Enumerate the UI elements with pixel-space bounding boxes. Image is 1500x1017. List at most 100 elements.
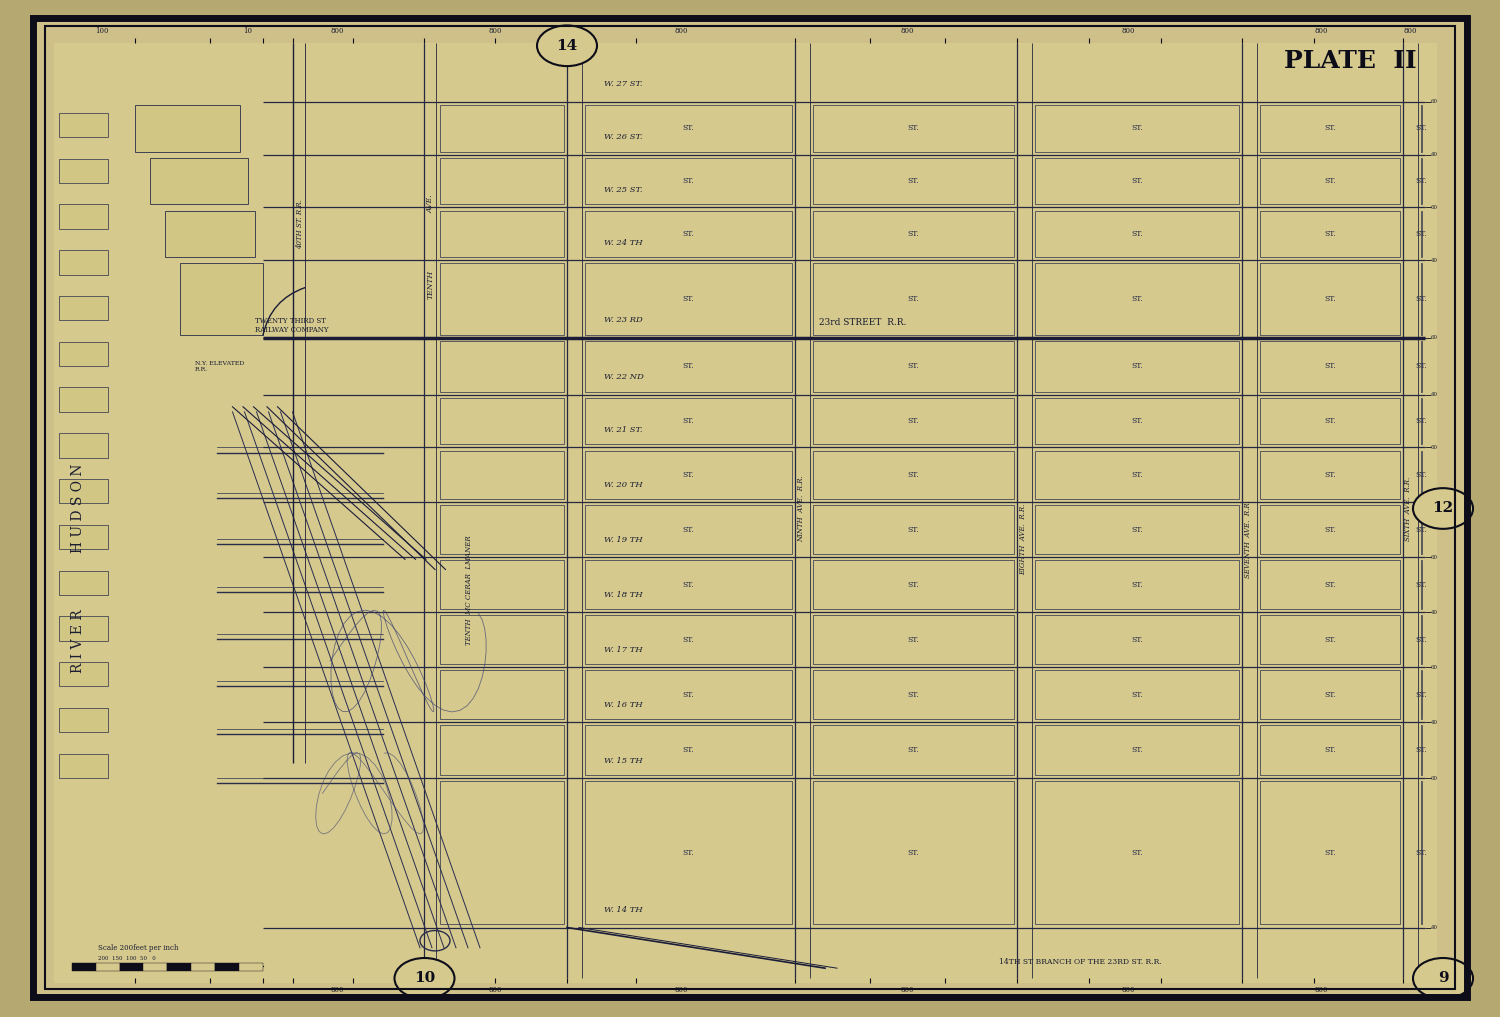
Text: ST.: ST.	[682, 177, 694, 185]
Bar	[1035, 560, 1239, 609]
Bar	[585, 263, 792, 335]
Bar	[58, 662, 108, 686]
Text: ST.: ST.	[1416, 362, 1426, 370]
Text: ST.: ST.	[908, 746, 920, 754]
Bar	[1035, 158, 1239, 204]
Bar	[144, 963, 168, 971]
Bar	[58, 387, 108, 412]
Bar	[440, 398, 564, 444]
Text: 23rd STREET  R.R.: 23rd STREET R.R.	[819, 318, 906, 327]
Bar	[1260, 781, 1400, 924]
Text: ST.: ST.	[908, 691, 920, 699]
Text: AVE.: AVE.	[426, 194, 435, 213]
Bar	[585, 451, 792, 499]
Text: W. 23 RD: W. 23 RD	[604, 316, 644, 324]
Text: ST.: ST.	[682, 471, 694, 479]
Text: W. 27 ST.: W. 27 ST.	[604, 80, 644, 88]
Text: 40: 40	[1431, 925, 1438, 930]
Text: ST.: ST.	[1324, 526, 1335, 534]
Text: ST.: ST.	[1324, 746, 1335, 754]
Text: 40: 40	[1431, 610, 1438, 614]
Bar	[1035, 670, 1239, 719]
Bar	[1420, 398, 1422, 444]
Bar	[440, 670, 564, 719]
Text: ST.: ST.	[682, 295, 694, 303]
Bar	[585, 781, 792, 924]
Bar	[58, 204, 108, 229]
Text: ST.: ST.	[908, 362, 920, 370]
Text: ST.: ST.	[1416, 526, 1426, 534]
Text: ST.: ST.	[1131, 417, 1143, 425]
Text: ST.: ST.	[908, 526, 920, 534]
Text: 40: 40	[1431, 153, 1438, 157]
Text: 800: 800	[330, 986, 344, 995]
Bar	[1420, 615, 1422, 664]
Text: R I V E R: R I V E R	[70, 609, 86, 672]
Text: 800: 800	[900, 986, 914, 995]
Text: ST.: ST.	[1131, 362, 1143, 370]
Bar	[440, 725, 564, 775]
Text: ST.: ST.	[682, 417, 694, 425]
Bar	[813, 451, 1014, 499]
Text: W. 15 TH: W. 15 TH	[604, 757, 644, 765]
Text: TENTH  MC CERAR  LMANER: TENTH MC CERAR LMANER	[465, 535, 474, 645]
Text: 60: 60	[1431, 100, 1438, 104]
Text: 800: 800	[1404, 26, 1416, 35]
Text: 10: 10	[243, 26, 252, 35]
Bar	[1420, 560, 1422, 609]
Circle shape	[394, 958, 454, 999]
Text: ST.: ST.	[1131, 471, 1143, 479]
Text: ST.: ST.	[682, 124, 694, 132]
Text: ST.: ST.	[908, 849, 920, 856]
Text: H U D S O N: H U D S O N	[70, 464, 86, 553]
Text: 800: 800	[1314, 26, 1329, 35]
Bar	[96, 963, 120, 971]
Bar	[1420, 725, 1422, 775]
Bar	[440, 211, 564, 257]
Bar	[1420, 263, 1422, 335]
Text: ST.: ST.	[1416, 581, 1426, 589]
Circle shape	[1413, 488, 1473, 529]
Text: ST.: ST.	[1324, 124, 1335, 132]
Text: ST.: ST.	[1416, 230, 1426, 238]
Bar	[120, 963, 144, 971]
Bar	[1260, 105, 1400, 152]
Text: ST.: ST.	[908, 471, 920, 479]
Text: W. 22 ND: W. 22 ND	[604, 373, 645, 381]
Text: 60: 60	[1431, 336, 1438, 340]
Text: ST.: ST.	[682, 636, 694, 644]
Text: Scale 200feet per inch: Scale 200feet per inch	[98, 944, 178, 952]
Text: 14: 14	[556, 39, 578, 53]
Text: ST.: ST.	[1324, 581, 1335, 589]
Text: ST.: ST.	[1131, 526, 1143, 534]
Bar	[1420, 670, 1422, 719]
Text: ST.: ST.	[1131, 177, 1143, 185]
Text: ST.: ST.	[1324, 177, 1335, 185]
Text: ST.: ST.	[1131, 849, 1143, 856]
Bar	[813, 158, 1014, 204]
Text: ST.: ST.	[908, 636, 920, 644]
Text: ST.: ST.	[908, 230, 920, 238]
Text: NINTH  AVE.  R.R.: NINTH AVE. R.R.	[796, 475, 806, 542]
Bar	[58, 113, 108, 137]
Bar	[58, 296, 108, 320]
Bar	[440, 781, 564, 924]
Text: ST.: ST.	[1416, 849, 1426, 856]
Text: W. 26 ST.: W. 26 ST.	[604, 133, 644, 141]
Text: ST.: ST.	[1131, 581, 1143, 589]
Text: ST.: ST.	[682, 849, 694, 856]
Text: 40: 40	[1431, 393, 1438, 397]
Text: 12: 12	[1432, 501, 1454, 516]
Bar	[585, 158, 792, 204]
Text: SEVENTH  AVE.  R.R.: SEVENTH AVE. R.R.	[1244, 500, 1252, 578]
Bar	[58, 525, 108, 549]
Bar	[180, 263, 262, 335]
Bar	[440, 158, 564, 204]
Bar	[813, 341, 1014, 392]
Text: ST.: ST.	[1324, 230, 1335, 238]
Text: 800: 800	[675, 986, 687, 995]
Text: TENTH: TENTH	[426, 271, 435, 299]
Bar	[1035, 615, 1239, 664]
Text: ST.: ST.	[908, 295, 920, 303]
Text: ST.: ST.	[1324, 417, 1335, 425]
